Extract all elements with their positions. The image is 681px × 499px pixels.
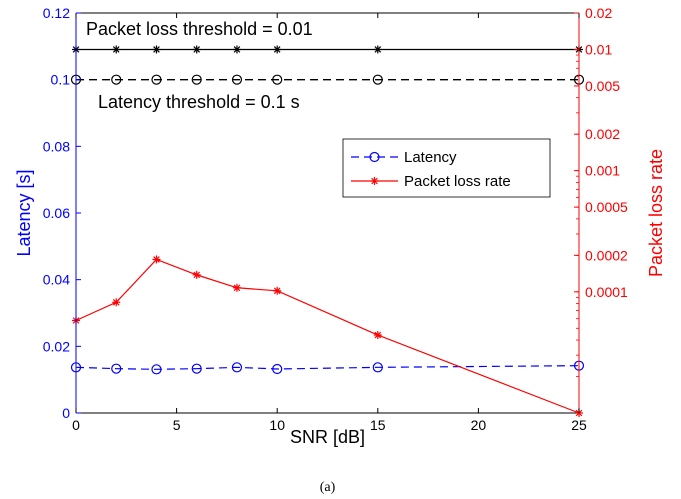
latency-point: [111, 363, 122, 374]
packet-loss-point: [152, 255, 161, 264]
threshold-marker: [191, 74, 202, 85]
latency-line: [75, 365, 580, 370]
right-y-axis-label: Packet loss rate: [646, 149, 666, 277]
left-y-tick-label: 0.02: [43, 338, 70, 354]
legend-latency-marker: [369, 151, 380, 163]
legend-latency-label: Latency: [404, 149, 457, 166]
right-y-tick-label: 0.0005: [585, 199, 628, 215]
legend: Latency Packet loss rate: [342, 138, 551, 198]
threshold-marker: [272, 74, 283, 85]
left-y-tick-label: 0: [62, 405, 70, 421]
packet-loss-point: [273, 286, 282, 295]
threshold-marker: [273, 45, 282, 54]
threshold-marker: [373, 45, 382, 54]
right-y-tick-label: 0.0001: [585, 284, 628, 300]
star-stroke: [112, 46, 120, 53]
latency-point: [191, 363, 202, 374]
star-stroke: [193, 46, 201, 53]
threshold-marker: [372, 74, 383, 85]
threshold-marker: [112, 45, 121, 54]
packet-loss-threshold-label: Packet loss threshold = 0.01: [86, 19, 313, 39]
latency-threshold-label: Latency threshold = 0.1 s: [98, 92, 300, 112]
data-series: [70, 255, 585, 417]
threshold-marker: [231, 74, 243, 85]
star-stroke: [374, 46, 382, 53]
threshold-marker: [151, 74, 162, 85]
latency-point: [272, 363, 283, 375]
x-tick-label: 10: [269, 417, 285, 433]
star-stroke: [112, 298, 120, 306]
axes: 0 5 10 15 20 25 0 0.02 0.04 0.06 0.08 0.1 0.12 0.0001…: [43, 5, 628, 433]
x-tick-label: 5: [173, 417, 181, 433]
legend-packet-loss-label: Packet loss rate: [404, 173, 511, 190]
x-tick-label: 0: [72, 417, 80, 433]
packet-loss-point: [232, 283, 241, 292]
latency-point: [372, 362, 383, 373]
x-tick-label: 20: [471, 417, 487, 433]
right-y-tick-label: 0.005: [585, 78, 620, 94]
x-tick-label: 15: [370, 417, 386, 433]
star-stroke: [273, 287, 281, 295]
star-stroke: [233, 46, 241, 53]
left-y-tick-label: 0.06: [43, 205, 70, 221]
star-stroke: [273, 46, 281, 53]
right-y-tick-label: 0.002: [585, 126, 620, 142]
latency-point: [151, 364, 162, 375]
packet-loss-line: [75, 258, 580, 414]
legend-star-glyph: [370, 177, 379, 185]
legend-packet-loss-marker: [370, 177, 379, 185]
threshold-marker: [232, 45, 241, 54]
left-y-axis-label: Latency [s]: [14, 169, 34, 256]
legend-box: [342, 138, 551, 198]
threshold-lines: [70, 45, 585, 85]
left-y-tick-label: 0.08: [43, 138, 70, 154]
left-y-tick-label: 0.1: [51, 72, 71, 88]
right-y-tick-label: 0.02: [585, 5, 612, 21]
packet-loss-point: [373, 331, 382, 340]
x-tick-label: 25: [571, 417, 587, 433]
threshold-marker: [111, 74, 122, 85]
star-stroke: [153, 256, 160, 263]
star-stroke: [193, 271, 201, 279]
threshold-marker: [192, 45, 201, 54]
right-y-tick-label: 0.01: [585, 41, 612, 57]
figure-caption: (a): [320, 480, 336, 495]
packet-loss-point: [112, 298, 121, 307]
star-stroke: [233, 284, 241, 292]
packet-loss-point: [192, 270, 201, 279]
x-axis-label: SNR [dB]: [290, 427, 365, 447]
right-y-tick-label: 0.0002: [585, 247, 628, 263]
star-stroke: [153, 46, 160, 53]
left-y-tick-label: 0.12: [43, 5, 70, 21]
threshold-marker: [152, 45, 161, 54]
latency-point: [231, 362, 243, 373]
star-stroke: [371, 177, 378, 185]
plot-area: [76, 13, 579, 413]
left-y-tick-label: 0.04: [43, 272, 70, 288]
star-stroke: [374, 331, 382, 339]
right-y-tick-label: 0.001: [585, 163, 620, 179]
